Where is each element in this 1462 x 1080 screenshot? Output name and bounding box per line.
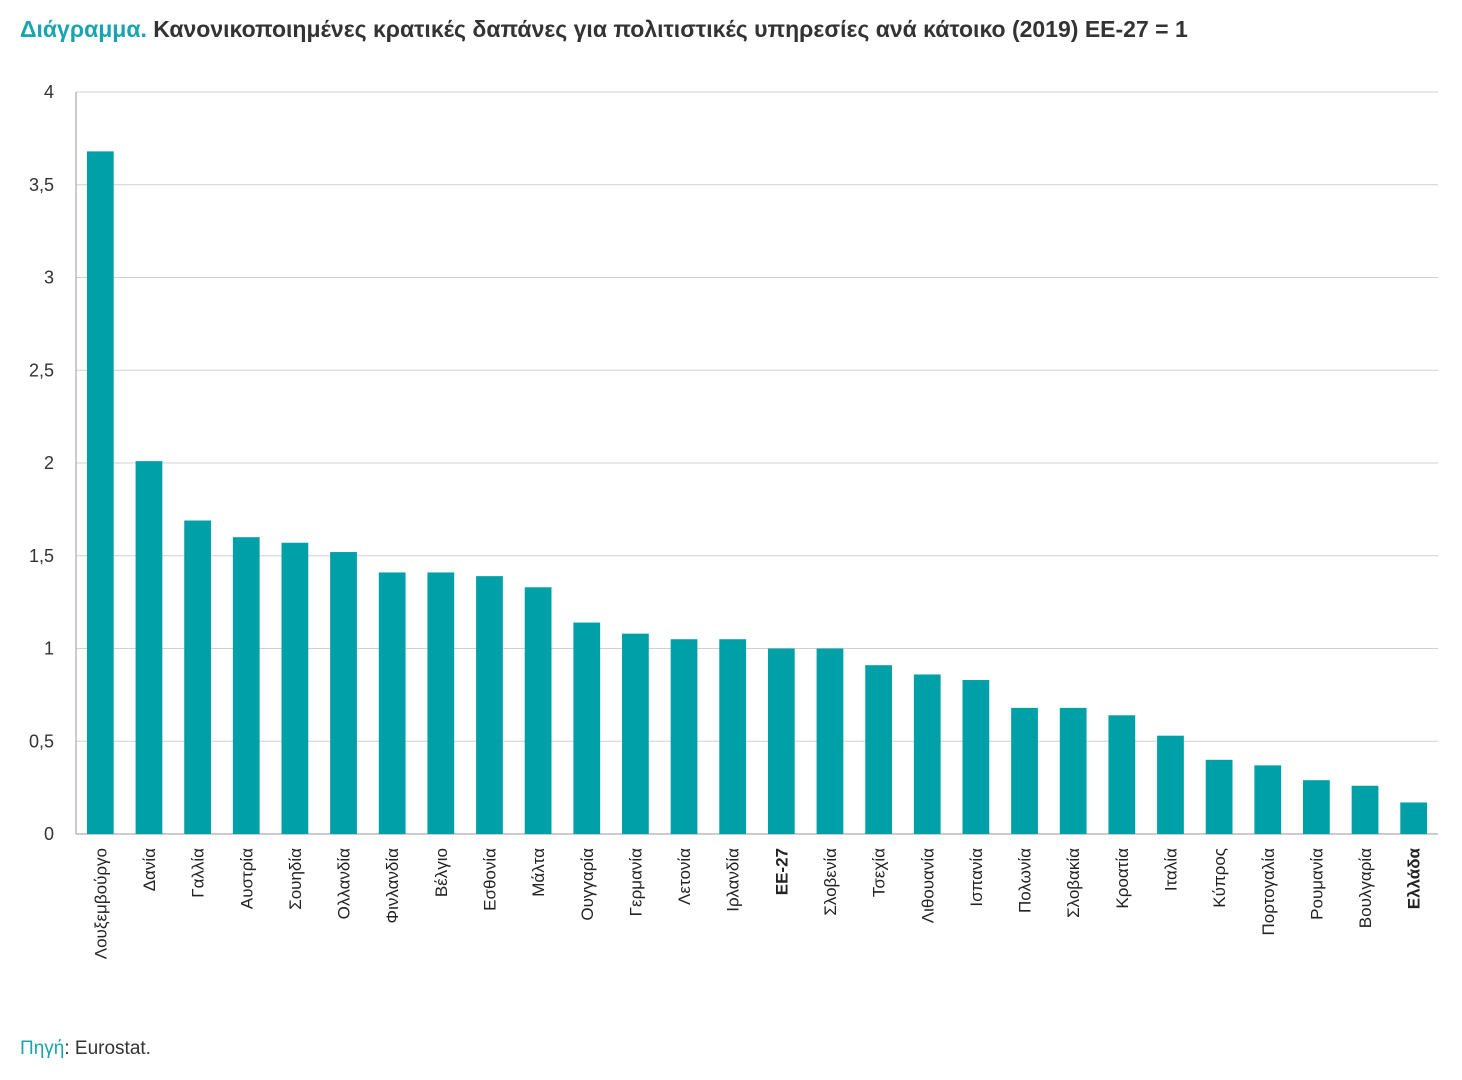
x-tick-label: Ρουμανία	[1307, 848, 1326, 920]
bar-2	[135, 461, 163, 834]
y-tick-label: 3	[44, 268, 54, 288]
bar-8	[427, 572, 455, 834]
x-tick-label: Γερμανία	[626, 848, 645, 917]
x-tick-label: Σλοβακία	[1064, 848, 1083, 918]
x-tick-label: Βουλγαρία	[1356, 848, 1375, 928]
bar-chart: 0 0,5 1 1,5 2 2,5 3 3,5 4 Λουξεμβούργο Δανία Γαλλία…	[29, 82, 1438, 959]
x-tick-label: Γαλλία	[189, 848, 208, 898]
x-tick-label: Πορτογαλία	[1259, 848, 1278, 936]
x-tick-label: Πολωνία	[1016, 848, 1035, 913]
chart-title-text: Κανονικοποιημένες κρατικές δαπάνες για π…	[153, 16, 1188, 42]
bar-5	[281, 542, 309, 834]
x-tick-label: Ιταλία	[1161, 848, 1180, 891]
x-tick-label: Κροατία	[1113, 848, 1132, 909]
y-tick-label: 2,5	[29, 360, 54, 380]
bar-24	[1205, 759, 1233, 834]
bar-18	[913, 674, 941, 834]
x-tick-label: Σουηδία	[286, 848, 305, 910]
source-text: : Eurostat.	[64, 1038, 151, 1059]
x-tick-label: Βέλγιο	[432, 848, 451, 897]
x-tick-label: Ουγγαρία	[578, 848, 597, 921]
bar-26	[1303, 780, 1330, 834]
x-tick-label: Ισπανία	[967, 848, 986, 907]
source-note: Πηγή: Eurostat.	[20, 1038, 151, 1060]
x-tick-label: Δανία	[140, 848, 159, 891]
bar-10	[524, 587, 552, 834]
bar-14	[719, 639, 747, 834]
x-tick-label: Εσθονία	[480, 848, 499, 911]
bar-15	[767, 648, 795, 834]
bar-21	[1059, 707, 1087, 834]
bar-17	[865, 665, 892, 834]
bar-28	[1400, 802, 1428, 834]
source-label: Πηγή	[20, 1038, 65, 1059]
x-tick-label: Τσεχία	[870, 848, 889, 897]
bar-9	[476, 576, 503, 834]
bar-12	[622, 633, 649, 834]
x-tick-label: Μάλτα	[529, 848, 548, 897]
bar-4	[232, 537, 260, 834]
y-tick-label: 0,5	[29, 731, 54, 751]
bar-7	[378, 572, 406, 834]
bar-27	[1351, 785, 1379, 834]
x-tick-label: Ολλανδία	[335, 848, 354, 920]
bar-23	[1157, 735, 1184, 834]
y-tick-label: 3,5	[29, 175, 54, 195]
x-tick-label: Ιρλανδία	[724, 848, 743, 912]
x-tick-label: Αυστρία	[237, 848, 256, 909]
y-tick-label: 1	[44, 639, 54, 659]
x-tick-label: ΕΕ-27	[772, 848, 791, 895]
x-tick-label: Σλοβενία	[821, 848, 840, 916]
x-tick-label: Φινλανδία	[383, 848, 402, 924]
chart-title-lead: Διάγραμμα.	[20, 16, 147, 42]
bar-13	[670, 639, 698, 834]
x-tick-label: Ελλάδα	[1405, 847, 1424, 909]
bar-3	[184, 520, 211, 834]
bar-16	[816, 648, 844, 834]
bar-11	[573, 622, 601, 834]
bar-19	[962, 680, 990, 834]
chart-title: Διάγραμμα. Κανονικοποιημένες κρατικές δα…	[20, 16, 1188, 43]
bar-6	[330, 552, 357, 834]
x-tick-label: Λουξεμβούργο	[91, 848, 110, 959]
y-tick-label: 0	[44, 824, 54, 844]
x-tick-label: Κύπρος	[1210, 848, 1229, 908]
bar-1	[86, 151, 114, 835]
y-tick-label: 2	[44, 453, 54, 473]
bar-20	[1011, 707, 1038, 834]
x-tick-label: Λιθουανία	[918, 848, 937, 923]
bar-25	[1254, 765, 1282, 834]
x-tick-label: Λετονία	[675, 848, 694, 905]
y-tick-label: 1,5	[29, 546, 54, 566]
bar-22	[1108, 715, 1136, 834]
y-tick-label: 4	[44, 82, 54, 102]
